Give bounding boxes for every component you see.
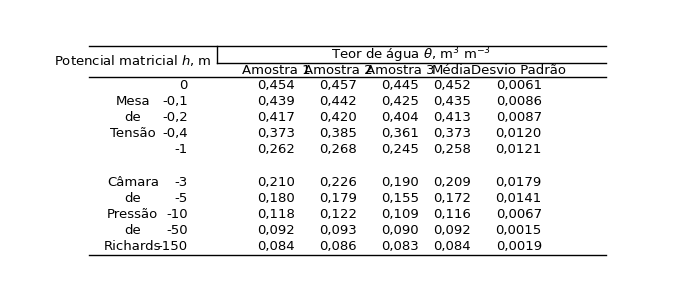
- Text: Potencial matricial $h$, m: Potencial matricial $h$, m: [54, 54, 212, 68]
- Text: 0,425: 0,425: [381, 95, 419, 108]
- Text: Amostra 3: Amostra 3: [366, 64, 435, 77]
- Text: 0,090: 0,090: [381, 224, 419, 237]
- Text: 0,179: 0,179: [319, 192, 357, 205]
- Text: 0,226: 0,226: [319, 176, 357, 189]
- Text: 0,210: 0,210: [257, 176, 295, 189]
- Text: 0,109: 0,109: [381, 208, 419, 221]
- Text: 0,122: 0,122: [319, 208, 357, 221]
- Text: 0,413: 0,413: [433, 111, 471, 124]
- Text: 0,0019: 0,0019: [496, 241, 542, 253]
- Text: Tensão: Tensão: [110, 127, 156, 140]
- Text: de: de: [125, 192, 141, 205]
- Text: 0,086: 0,086: [319, 241, 357, 253]
- Text: -0,1: -0,1: [162, 95, 188, 108]
- Text: -5: -5: [174, 192, 188, 205]
- Text: 0,190: 0,190: [381, 176, 419, 189]
- Text: 0,209: 0,209: [433, 176, 471, 189]
- Text: 0: 0: [180, 79, 188, 92]
- Text: 0,0086: 0,0086: [496, 95, 542, 108]
- Text: 0,118: 0,118: [257, 208, 295, 221]
- Text: -0,2: -0,2: [162, 111, 188, 124]
- Text: Richards: Richards: [104, 241, 161, 253]
- Text: Teor de água $\theta$, m$^3$ m$^{-3}$: Teor de água $\theta$, m$^3$ m$^{-3}$: [331, 45, 491, 65]
- Text: 0,435: 0,435: [433, 95, 471, 108]
- Text: -50: -50: [166, 224, 188, 237]
- Text: Pressão: Pressão: [107, 208, 159, 221]
- Text: 0,361: 0,361: [381, 127, 419, 140]
- Text: 0,457: 0,457: [319, 79, 357, 92]
- Text: 0,092: 0,092: [257, 224, 295, 237]
- Text: 0,172: 0,172: [433, 192, 471, 205]
- Text: 0,0120: 0,0120: [496, 127, 542, 140]
- Text: 0,180: 0,180: [257, 192, 295, 205]
- Text: 0,084: 0,084: [258, 241, 295, 253]
- Text: -10: -10: [166, 208, 188, 221]
- Text: 0,245: 0,245: [381, 143, 419, 156]
- Text: 0,452: 0,452: [433, 79, 471, 92]
- Text: 0,084: 0,084: [433, 241, 471, 253]
- Text: 0,373: 0,373: [433, 127, 471, 140]
- Text: 0,417: 0,417: [257, 111, 295, 124]
- Text: de: de: [125, 111, 141, 124]
- Text: -3: -3: [174, 176, 188, 189]
- Text: 0,155: 0,155: [381, 192, 419, 205]
- Text: -1: -1: [174, 143, 188, 156]
- Text: 0,385: 0,385: [319, 127, 357, 140]
- Text: 0,258: 0,258: [433, 143, 471, 156]
- Text: 0,083: 0,083: [381, 241, 419, 253]
- Text: 0,268: 0,268: [319, 143, 357, 156]
- Text: 0,373: 0,373: [257, 127, 295, 140]
- Text: 0,0015: 0,0015: [496, 224, 542, 237]
- Text: 0,445: 0,445: [381, 79, 419, 92]
- Text: 0,262: 0,262: [257, 143, 295, 156]
- Text: 0,0121: 0,0121: [496, 143, 542, 156]
- Text: 0,093: 0,093: [319, 224, 357, 237]
- Text: 0,442: 0,442: [319, 95, 357, 108]
- Text: de: de: [125, 224, 141, 237]
- Text: 0,420: 0,420: [319, 111, 357, 124]
- Text: 0,0179: 0,0179: [496, 176, 542, 189]
- Text: 0,116: 0,116: [433, 208, 471, 221]
- Text: Média: Média: [432, 64, 472, 77]
- Text: 0,454: 0,454: [257, 79, 295, 92]
- Text: 0,0061: 0,0061: [496, 79, 542, 92]
- Text: Amostra 1: Amostra 1: [242, 64, 311, 77]
- Text: 0,092: 0,092: [433, 224, 471, 237]
- Text: 0,439: 0,439: [257, 95, 295, 108]
- Text: 0,0087: 0,0087: [496, 111, 542, 124]
- Text: 0,404: 0,404: [381, 111, 419, 124]
- Text: Câmara: Câmara: [107, 176, 159, 189]
- Text: 0,0141: 0,0141: [496, 192, 542, 205]
- Text: -150: -150: [158, 241, 188, 253]
- Text: 0,0067: 0,0067: [496, 208, 542, 221]
- Text: Desvio Padrão: Desvio Padrão: [471, 64, 566, 77]
- Text: Mesa: Mesa: [115, 95, 150, 108]
- Text: -0,4: -0,4: [162, 127, 188, 140]
- Text: Amostra 2: Amostra 2: [304, 64, 372, 77]
